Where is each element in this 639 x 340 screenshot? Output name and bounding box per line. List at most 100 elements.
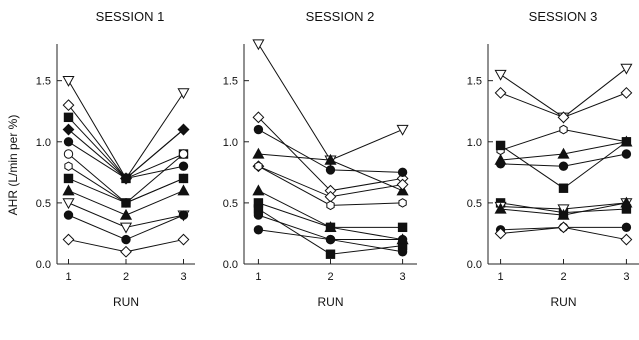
data-point (620, 196, 633, 208)
data-point (63, 210, 74, 220)
y-tick-label: 0.0 (467, 259, 482, 271)
series-1 (62, 76, 190, 185)
data-point (120, 245, 132, 258)
series-line (257, 43, 403, 161)
x-tick-label: 2 (327, 271, 333, 283)
data-point (620, 233, 633, 246)
data-point (494, 69, 507, 81)
x-tick-label: 3 (180, 271, 186, 283)
data-point (178, 161, 189, 171)
data-point (62, 99, 75, 112)
data-point (177, 123, 190, 136)
series-11 (253, 225, 408, 245)
y-tick-label: 1.0 (223, 137, 238, 149)
y-tick-label: 0.0 (223, 259, 238, 271)
data-point (253, 124, 264, 135)
data-point (398, 198, 407, 208)
data-point (324, 153, 337, 165)
series-line (258, 214, 403, 253)
series-11 (63, 210, 189, 245)
x-tick-label: 2 (560, 271, 566, 283)
data-point (557, 111, 570, 124)
data-point (63, 173, 74, 184)
data-point (63, 137, 74, 147)
data-point (254, 161, 263, 171)
data-point (326, 200, 335, 211)
data-point (620, 63, 633, 75)
series-1 (252, 39, 409, 167)
data-point (325, 249, 336, 259)
data-point (64, 161, 73, 171)
data-point (253, 210, 264, 220)
data-point (62, 198, 75, 210)
data-point (177, 233, 190, 246)
series-10 (253, 210, 408, 257)
series-11 (494, 221, 633, 246)
data-point (177, 184, 190, 196)
data-point (62, 76, 75, 87)
series-3 (253, 124, 408, 178)
data-point (252, 184, 265, 196)
y-tick-label: 1.5 (467, 76, 482, 88)
data-point (178, 149, 189, 159)
x-tick-label: 1 (255, 271, 261, 283)
series-12 (62, 233, 190, 258)
data-point (494, 202, 507, 214)
x-axis-label: RUN (113, 295, 139, 309)
data-point (396, 178, 409, 191)
data-point (325, 222, 336, 233)
y-tick-label: 0.5 (467, 198, 482, 210)
y-tick-label: 1.5 (36, 76, 51, 88)
data-point (325, 234, 336, 245)
series-2 (494, 86, 633, 124)
y-tick-label: 0.5 (223, 198, 238, 210)
series-line (68, 80, 184, 180)
data-point (557, 147, 570, 159)
data-point (253, 225, 264, 235)
data-point (252, 147, 265, 159)
data-point (324, 190, 337, 203)
x-axis-label: RUN (551, 295, 577, 309)
data-point (252, 39, 265, 51)
y-tick-label: 1.5 (223, 76, 238, 88)
data-point (494, 227, 507, 240)
x-tick-label: 1 (498, 271, 504, 283)
data-point (63, 112, 74, 123)
panel-session-3: SESSION 3 0.0 0.5 1.0 1.5 1 2 3 RUN (467, 9, 639, 309)
data-point (621, 222, 632, 233)
series-9 (494, 196, 633, 220)
data-point (119, 208, 133, 220)
x-tick-label: 3 (623, 271, 629, 283)
data-point (620, 135, 633, 147)
panel-session-1: SESSION 1 0.0 0.5 1.0 1.5 1 2 3 RUN (36, 9, 195, 309)
series-6 (254, 161, 407, 211)
data-point (62, 123, 75, 136)
data-point (178, 173, 189, 184)
data-point (121, 198, 131, 208)
data-point (558, 183, 569, 193)
y-tick-label: 0.5 (36, 198, 51, 210)
data-point (494, 86, 507, 99)
data-point (178, 210, 189, 220)
x-axis-label: RUN (318, 295, 344, 309)
series-8 (253, 198, 408, 233)
data-point (62, 184, 75, 196)
data-point (252, 111, 265, 124)
data-point (397, 234, 408, 245)
data-point (121, 234, 131, 245)
data-point (397, 167, 408, 178)
data-point (559, 124, 568, 135)
series-8 (63, 173, 189, 208)
data-point (620, 86, 633, 99)
data-point (63, 149, 74, 159)
series-5 (494, 135, 633, 165)
y-axis-label: AHR (L/min per %) (6, 115, 20, 216)
series-line (500, 68, 627, 118)
data-point (396, 124, 409, 136)
panel-title: SESSION 1 (96, 9, 165, 24)
data-point (621, 149, 632, 159)
panel-title: SESSION 3 (529, 9, 598, 24)
x-tick-label: 1 (65, 271, 71, 283)
series-line (68, 129, 184, 180)
